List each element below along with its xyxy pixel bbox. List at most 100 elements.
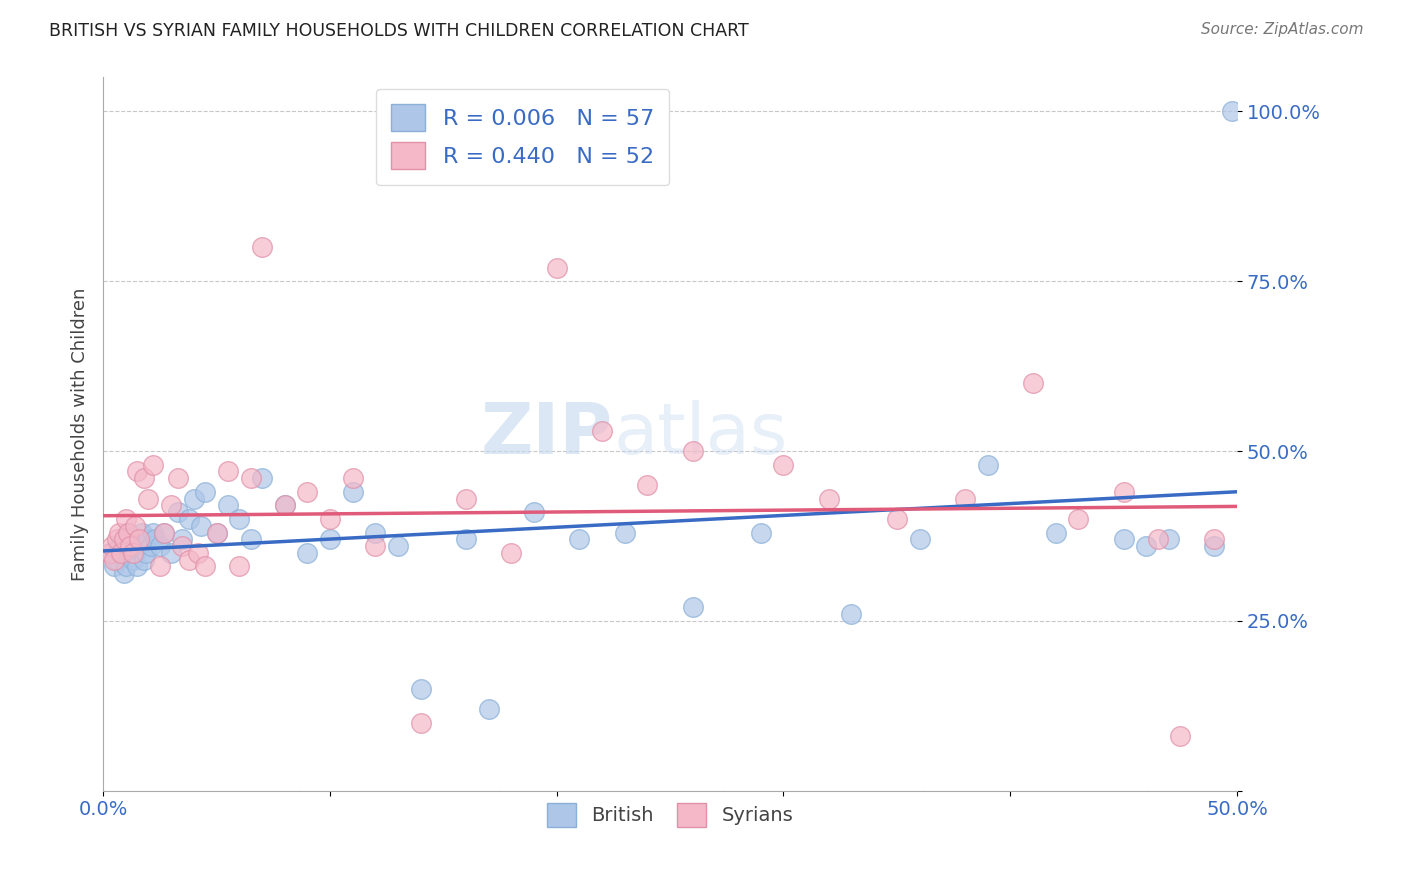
Text: atlas: atlas bbox=[613, 400, 787, 468]
Point bbox=[636, 478, 658, 492]
Point bbox=[105, 552, 128, 566]
Point bbox=[183, 491, 205, 506]
Point bbox=[387, 539, 409, 553]
Point bbox=[101, 539, 124, 553]
Point bbox=[98, 546, 121, 560]
Point bbox=[1204, 539, 1226, 553]
Point bbox=[194, 559, 217, 574]
Point bbox=[454, 533, 477, 547]
Point bbox=[1222, 104, 1244, 119]
Point bbox=[1204, 533, 1226, 547]
Point bbox=[1045, 525, 1067, 540]
Point bbox=[117, 525, 139, 540]
Point bbox=[228, 559, 250, 574]
Point bbox=[132, 471, 155, 485]
Point bbox=[976, 458, 998, 472]
Point bbox=[120, 539, 142, 553]
Point bbox=[546, 260, 568, 275]
Point bbox=[139, 539, 162, 553]
Point bbox=[172, 539, 194, 553]
Point bbox=[160, 546, 183, 560]
Point bbox=[501, 546, 523, 560]
Point bbox=[103, 559, 125, 574]
Point bbox=[103, 552, 125, 566]
Point bbox=[142, 525, 165, 540]
Point bbox=[131, 525, 153, 540]
Point bbox=[138, 491, 160, 506]
Point bbox=[142, 458, 165, 472]
Point bbox=[217, 499, 239, 513]
Y-axis label: Family Households with Children: Family Households with Children bbox=[72, 287, 89, 581]
Point bbox=[127, 559, 149, 574]
Point bbox=[120, 533, 142, 547]
Point bbox=[239, 471, 262, 485]
Point bbox=[124, 518, 146, 533]
Point bbox=[108, 525, 131, 540]
Point bbox=[239, 533, 262, 547]
Point bbox=[953, 491, 976, 506]
Point bbox=[297, 484, 319, 499]
Point bbox=[1022, 376, 1045, 390]
Point bbox=[149, 559, 172, 574]
Point bbox=[172, 533, 194, 547]
Point bbox=[1112, 484, 1135, 499]
Point bbox=[117, 525, 139, 540]
Point bbox=[886, 512, 908, 526]
Point bbox=[523, 505, 546, 519]
Point bbox=[205, 525, 228, 540]
Point bbox=[114, 559, 136, 574]
Point bbox=[297, 546, 319, 560]
Point bbox=[1067, 512, 1090, 526]
Text: ZIP: ZIP bbox=[481, 400, 613, 468]
Point bbox=[342, 471, 364, 485]
Point bbox=[250, 240, 273, 254]
Point bbox=[217, 464, 239, 478]
Point bbox=[409, 681, 432, 696]
Point bbox=[160, 499, 183, 513]
Point bbox=[179, 552, 201, 566]
Point bbox=[153, 525, 176, 540]
Point bbox=[817, 491, 839, 506]
Point bbox=[841, 607, 863, 621]
Point bbox=[114, 512, 136, 526]
Point bbox=[135, 546, 157, 560]
Point bbox=[772, 458, 794, 472]
Point bbox=[1146, 533, 1168, 547]
Point bbox=[179, 512, 201, 526]
Point bbox=[319, 512, 342, 526]
Point bbox=[121, 546, 143, 560]
Point bbox=[454, 491, 477, 506]
Point bbox=[128, 539, 150, 553]
Point bbox=[128, 533, 150, 547]
Point bbox=[908, 533, 931, 547]
Point bbox=[187, 546, 209, 560]
Point bbox=[568, 533, 591, 547]
Point bbox=[132, 552, 155, 566]
Point bbox=[319, 533, 342, 547]
Point bbox=[110, 546, 132, 560]
Point bbox=[110, 546, 132, 560]
Point bbox=[273, 499, 295, 513]
Point bbox=[342, 484, 364, 499]
Point bbox=[190, 518, 212, 533]
Legend: British, Syrians: British, Syrians bbox=[538, 795, 801, 834]
Point bbox=[1112, 533, 1135, 547]
Point bbox=[153, 525, 176, 540]
Point bbox=[108, 539, 131, 553]
Text: BRITISH VS SYRIAN FAMILY HOUSEHOLDS WITH CHILDREN CORRELATION CHART: BRITISH VS SYRIAN FAMILY HOUSEHOLDS WITH… bbox=[49, 22, 749, 40]
Point bbox=[613, 525, 636, 540]
Text: Source: ZipAtlas.com: Source: ZipAtlas.com bbox=[1201, 22, 1364, 37]
Point bbox=[273, 499, 295, 513]
Point bbox=[121, 552, 143, 566]
Point bbox=[112, 566, 135, 581]
Point bbox=[143, 533, 166, 547]
Point bbox=[1135, 539, 1157, 553]
Point bbox=[127, 464, 149, 478]
Point bbox=[124, 546, 146, 560]
Point bbox=[1168, 729, 1191, 743]
Point bbox=[682, 444, 704, 458]
Point bbox=[1157, 533, 1180, 547]
Point bbox=[591, 424, 613, 438]
Point bbox=[682, 600, 704, 615]
Point bbox=[112, 533, 135, 547]
